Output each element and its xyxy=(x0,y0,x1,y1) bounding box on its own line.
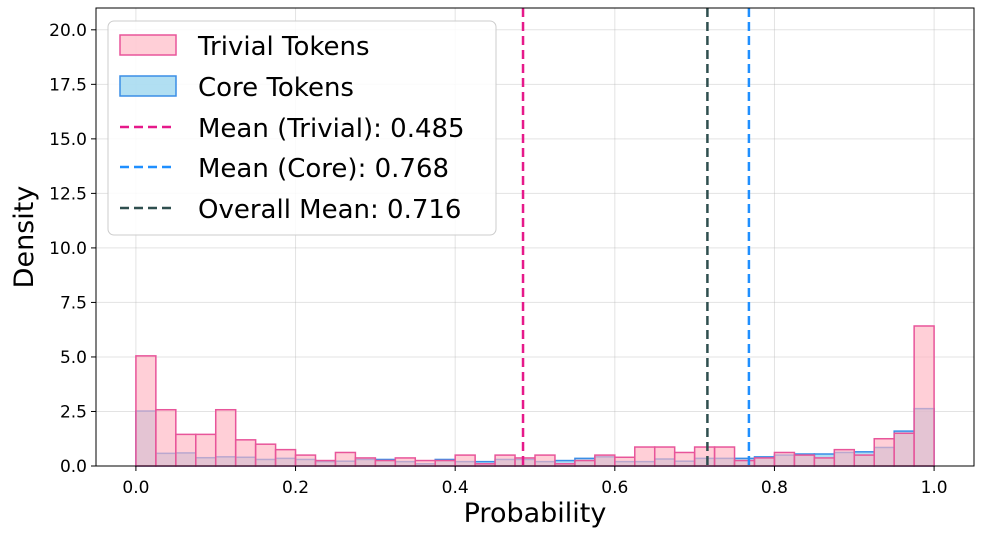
trivial-bar-2 xyxy=(175,433,197,467)
x-tick-label-3: 0.6 xyxy=(601,478,628,498)
trivial-bar-27 xyxy=(673,451,696,467)
trivial-bar-7 xyxy=(274,448,297,467)
x-tick-label-2: 0.4 xyxy=(442,478,469,498)
x-axis-ticks: 0.0 0.2 0.4 0.6 0.8 1.0 xyxy=(122,466,948,498)
y-tick-label-1: 2.5 xyxy=(60,402,87,422)
plot-frame xyxy=(95,7,975,467)
trivial-bar-29 xyxy=(713,446,736,467)
x-tick-label-1: 0.2 xyxy=(282,478,309,498)
y-tick-label-2: 5.0 xyxy=(60,348,87,368)
y-axis-label: Density xyxy=(9,186,40,289)
trivial-bar-0 xyxy=(135,355,157,467)
trivial-bar-11 xyxy=(354,457,377,467)
trivial-bar-22 xyxy=(574,459,596,467)
trivial-bar-30 xyxy=(733,459,756,467)
legend: Trivial Tokens Core Tokens Mean (Trivial):… xyxy=(107,20,497,236)
trivial-bar-16 xyxy=(454,454,476,467)
trivial-bar-37 xyxy=(873,437,895,467)
x-tick-label-4: 0.8 xyxy=(761,478,788,498)
y-axis-ticks: 0.0 2.5 5.0 7.5 10.0 12.5 15.0 17.5 20.0 xyxy=(49,21,96,477)
x-tick-label-5: 1.0 xyxy=(921,478,948,498)
trivial-bar-10 xyxy=(334,451,357,467)
trivial-bar-6 xyxy=(254,443,277,467)
legend-label-3: Mean (Core): 0.768 xyxy=(198,154,449,184)
legend-swatch-0 xyxy=(119,34,177,56)
trivial-bar-9 xyxy=(314,459,337,467)
trivial-bar-13 xyxy=(394,457,417,467)
legend-box xyxy=(107,20,497,236)
trivial-tokens-bars xyxy=(135,325,935,467)
trivial-bar-14 xyxy=(414,459,436,467)
legend-label-0: Trivial Tokens xyxy=(197,32,370,62)
y-tick-label-3: 7.5 xyxy=(60,293,87,313)
y-tick-label-0: 0.0 xyxy=(60,457,87,477)
y-tick-label-6: 15.0 xyxy=(49,130,87,150)
x-axis-label: Probability xyxy=(464,498,607,529)
trivial-bar-12 xyxy=(374,459,397,467)
legend-label-1: Core Tokens xyxy=(198,73,354,103)
trivial-bar-15 xyxy=(434,459,456,467)
trivial-bar-5 xyxy=(234,439,257,467)
legend-label-2: Mean (Trivial): 0.485 xyxy=(198,114,465,144)
trivial-bar-25 xyxy=(634,446,656,467)
trivial-bar-39 xyxy=(913,325,935,467)
trivial-bar-23 xyxy=(594,454,616,467)
trivial-bar-8 xyxy=(294,454,317,467)
trivial-bar-24 xyxy=(614,456,636,467)
trivial-bar-18 xyxy=(494,454,516,467)
reference-lines xyxy=(521,8,751,466)
trivial-bar-35 xyxy=(833,448,856,467)
x-tick-label-0: 0.0 xyxy=(122,478,149,498)
trivial-bar-4 xyxy=(214,408,237,467)
legend-label-4: Overall Mean: 0.716 xyxy=(198,195,461,225)
trivial-bar-31 xyxy=(753,457,776,467)
trivial-bar-26 xyxy=(653,446,676,467)
trivial-bar-20 xyxy=(534,454,556,467)
trivial-bar-32 xyxy=(773,451,796,467)
trivial-bar-19 xyxy=(514,457,536,467)
trivial-bar-34 xyxy=(813,457,836,467)
trivial-bar-33 xyxy=(793,454,816,467)
y-tick-label-8: 20.0 xyxy=(49,21,87,41)
trivial-bar-28 xyxy=(693,446,716,467)
trivial-bar-3 xyxy=(195,433,217,467)
trivial-bar-38 xyxy=(893,432,915,467)
y-tick-label-7: 17.5 xyxy=(49,75,87,95)
y-tick-label-5: 12.5 xyxy=(49,184,87,204)
trivial-bar-1 xyxy=(155,408,177,467)
y-tick-label-4: 10.0 xyxy=(49,239,87,259)
trivial-bar-36 xyxy=(853,454,875,467)
legend-swatch-1 xyxy=(119,75,177,97)
